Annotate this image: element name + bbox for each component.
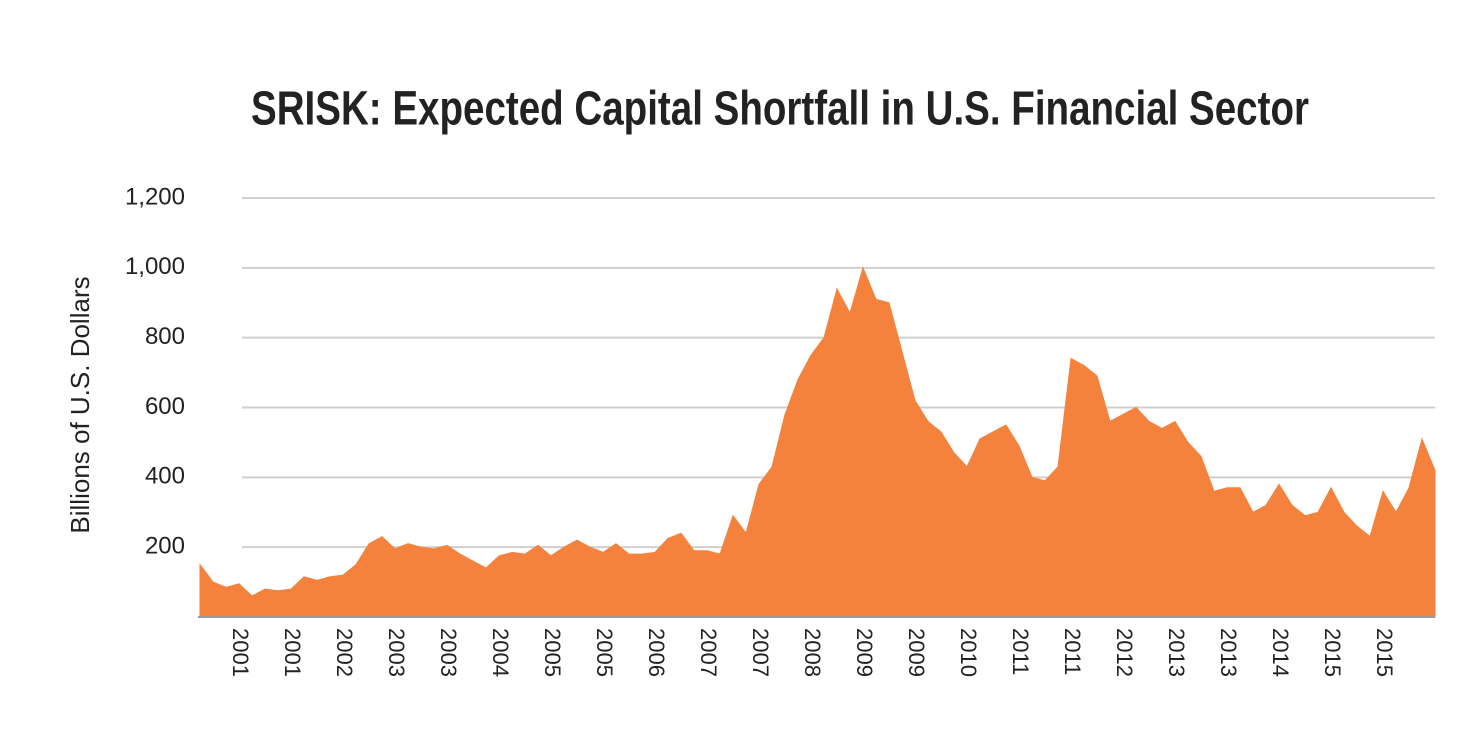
x-tick-label: 2005 — [540, 628, 565, 677]
y-tick-label: 800 — [145, 323, 185, 350]
x-tick-label: 2004 — [488, 628, 513, 677]
x-tick-label: 2005 — [592, 628, 617, 677]
x-tick-label: 2001 — [280, 628, 305, 677]
x-tick-label: 2011 — [1008, 628, 1033, 675]
x-tick-label: 2007 — [696, 628, 721, 677]
area — [199, 266, 1436, 618]
x-tick-label: 2013 — [1216, 628, 1241, 677]
x-tick-label: 2006 — [644, 628, 669, 677]
y-tick-label: 400 — [145, 463, 185, 490]
x-tick-label: 2010 — [956, 628, 981, 677]
x-tick-label: 2011 — [1060, 628, 1085, 675]
y-tick-label: 600 — [145, 393, 185, 420]
x-tick-label: 2009 — [852, 628, 877, 677]
x-tick-label: 2013 — [1164, 628, 1189, 677]
x-tick-label: 2015 — [1372, 628, 1397, 677]
x-tick-label: 2014 — [1268, 628, 1293, 677]
x-tick-label: 2003 — [436, 628, 461, 677]
x-tick-label: 2001 — [228, 628, 253, 677]
y-tick-label: 1,200 — [125, 183, 185, 210]
x-tick-label: 2008 — [800, 628, 825, 677]
y-tick-label: 200 — [145, 533, 185, 560]
x-tick-label: 2012 — [1112, 628, 1137, 677]
x-tick-label: 2007 — [748, 628, 773, 677]
x-tick-label: 2009 — [904, 628, 929, 677]
x-tick-label: 2003 — [384, 628, 409, 677]
y-axis-label: Billions of U.S. Dollars — [65, 276, 95, 533]
y-tick-label: 1,000 — [125, 253, 185, 280]
x-tick-label: 2002 — [332, 628, 357, 677]
x-tick-label: 2015 — [1320, 628, 1345, 677]
chart-title: SRISK: Expected Capital Shortfall in U.S… — [251, 83, 1309, 136]
